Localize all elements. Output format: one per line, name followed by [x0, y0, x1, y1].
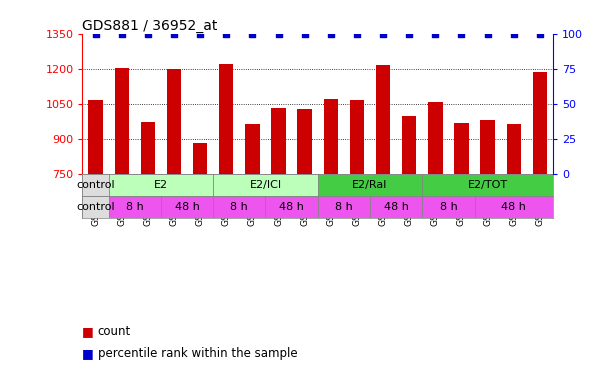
Bar	[161, 196, 213, 217]
Point	[90, 32, 100, 38]
Text: control: control	[76, 180, 115, 190]
Bar	[89, 100, 103, 174]
Bar	[167, 69, 181, 174]
Text: GDS881 / 36952_at: GDS881 / 36952_at	[82, 19, 218, 33]
Bar	[219, 64, 233, 174]
Text: count: count	[98, 326, 131, 338]
Text: ■: ■	[82, 347, 98, 360]
Bar	[318, 196, 370, 217]
Point	[326, 32, 335, 38]
Point	[274, 32, 284, 38]
Point	[430, 32, 440, 38]
Bar	[402, 116, 416, 174]
Bar	[109, 196, 161, 217]
Bar	[455, 123, 469, 174]
Bar	[376, 65, 390, 174]
Bar	[422, 174, 553, 196]
Bar	[422, 196, 475, 217]
Text: ■: ■	[82, 326, 98, 338]
Text: E2/Ral: E2/Ral	[353, 180, 388, 190]
Point	[143, 32, 153, 38]
Text: E2/ICI: E2/ICI	[249, 180, 282, 190]
Bar	[370, 196, 422, 217]
Bar	[114, 68, 129, 174]
Text: 48 h: 48 h	[501, 202, 526, 212]
Text: 8 h: 8 h	[230, 202, 248, 212]
Bar	[109, 174, 213, 196]
Text: control: control	[76, 202, 115, 212]
Text: 8 h: 8 h	[439, 202, 457, 212]
Text: E2: E2	[154, 180, 168, 190]
Bar	[82, 174, 109, 196]
Point	[509, 32, 519, 38]
Point	[378, 32, 388, 38]
Bar	[349, 100, 364, 174]
Point	[456, 32, 466, 38]
Bar	[213, 196, 265, 217]
Text: 48 h: 48 h	[175, 202, 199, 212]
Bar	[265, 196, 318, 217]
Point	[196, 32, 205, 38]
Bar	[82, 196, 109, 217]
Point	[404, 32, 414, 38]
Point	[221, 32, 231, 38]
Bar	[298, 109, 312, 174]
Bar	[318, 174, 422, 196]
Bar	[213, 174, 318, 196]
Text: 8 h: 8 h	[335, 202, 353, 212]
Text: 8 h: 8 h	[126, 202, 144, 212]
Bar	[475, 196, 553, 217]
Bar	[141, 122, 155, 174]
Bar	[480, 120, 495, 174]
Point	[247, 32, 257, 38]
Text: percentile rank within the sample: percentile rank within the sample	[98, 347, 298, 360]
Bar	[245, 124, 260, 174]
Bar	[193, 142, 207, 174]
Point	[300, 32, 310, 38]
Text: 48 h: 48 h	[279, 202, 304, 212]
Bar	[533, 72, 547, 174]
Bar	[428, 102, 442, 174]
Point	[117, 32, 126, 38]
Point	[483, 32, 492, 38]
Bar	[324, 99, 338, 174]
Text: 48 h: 48 h	[384, 202, 409, 212]
Bar	[507, 124, 521, 174]
Bar	[271, 108, 286, 174]
Point	[535, 32, 545, 38]
Point	[352, 32, 362, 38]
Point	[169, 32, 179, 38]
Text: E2/TOT: E2/TOT	[467, 180, 508, 190]
